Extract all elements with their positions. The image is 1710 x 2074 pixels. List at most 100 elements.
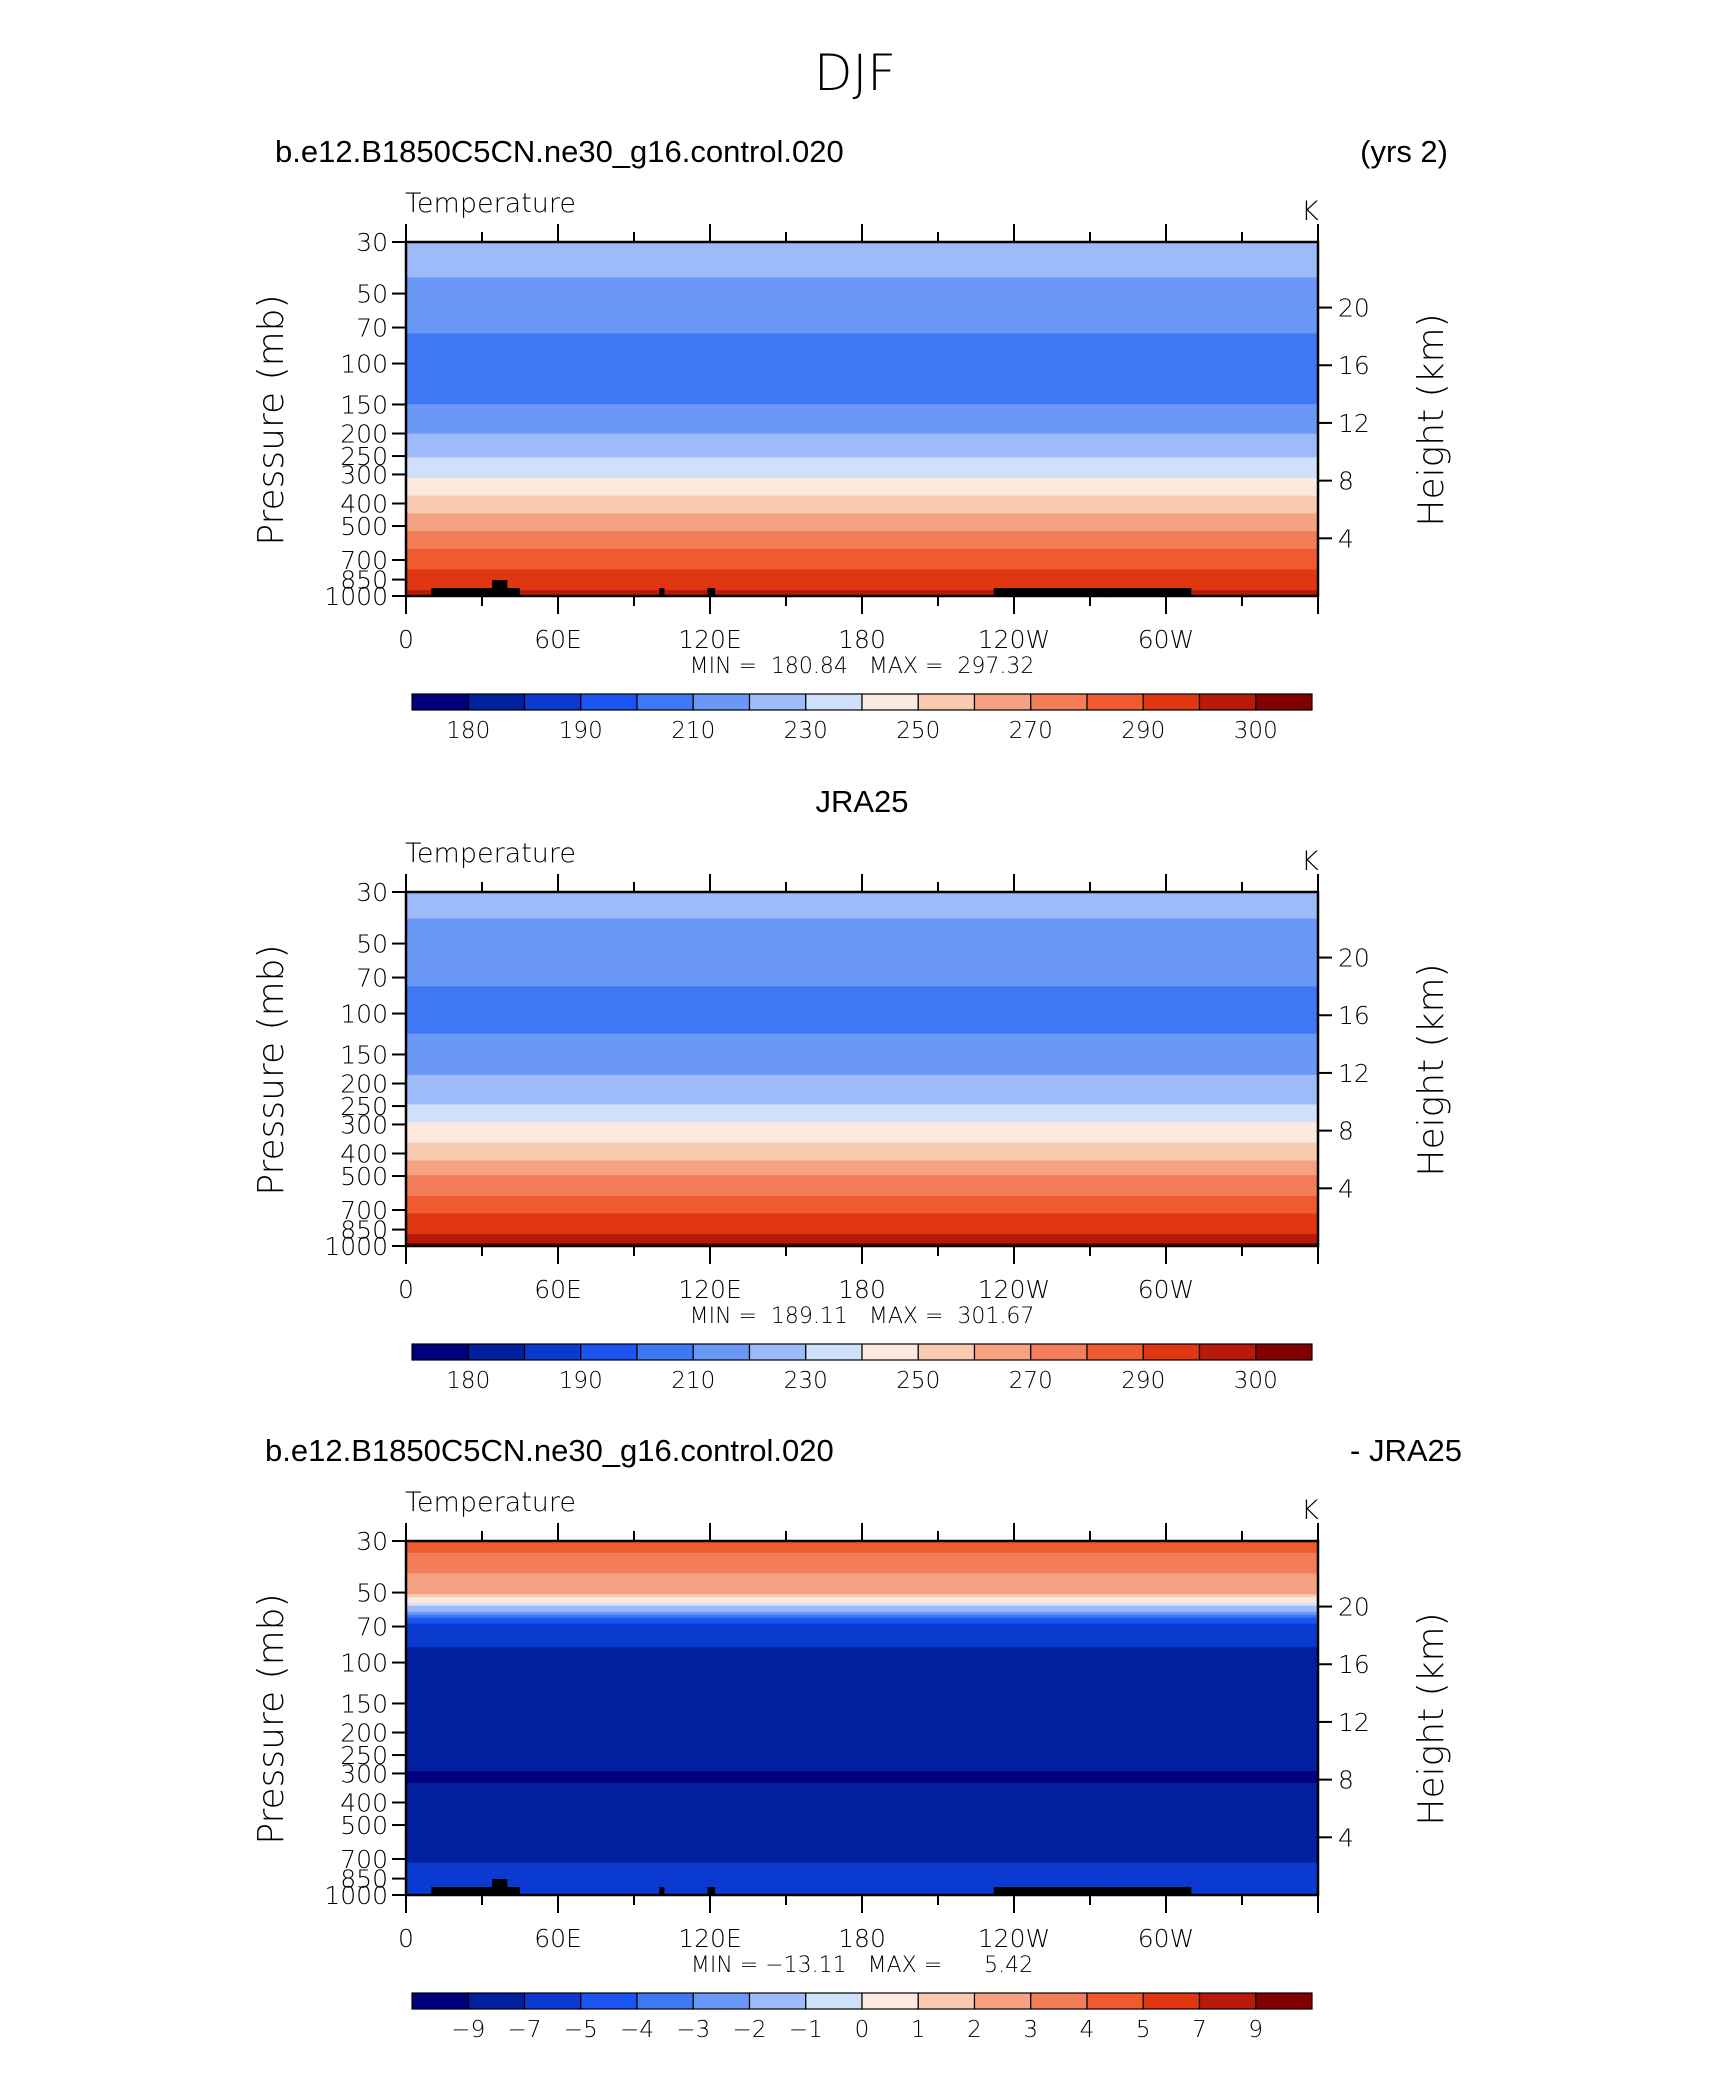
contour-band [406,1231,1318,1235]
colorbar-label: 4 [1080,2017,1095,2043]
contour-band [406,475,1318,479]
contour-band [406,1546,1318,1551]
x-tick-label: 180 [838,1924,886,1953]
contour-band [406,983,1318,987]
contour-band [406,1136,1318,1141]
contour-band [406,936,1318,940]
contour-band [406,1192,1318,1197]
contour-band [406,295,1318,299]
contour-band [406,1691,1318,1695]
colorbar-swatch [1030,1343,1088,1361]
panel-2-colorbar: 180 190 210 230 250 270 290 300 [411,1343,1313,1394]
contour-band [406,1632,1318,1636]
contour-band [406,1809,1318,1813]
contour-band [406,268,1318,273]
contour-band [406,525,1318,529]
colorbar-swatch [467,1343,526,1361]
contour-band [406,1086,1318,1091]
contour-band [406,1862,1318,1867]
contour-band [406,1818,1318,1822]
contour-band [406,386,1318,391]
x-tick-label: 0 [398,1924,414,1953]
colorbar-swatch [973,693,1032,711]
colorbar-swatch [692,693,751,711]
contour-band [406,1178,1318,1182]
contour-band [406,1623,1318,1628]
panel-2: JRA25 Temperature K Pressure (mb) Height… [251,784,1452,1394]
contour-band [406,466,1318,470]
contour-band [406,1130,1318,1135]
pressure-tick-label: 500 [340,1162,388,1191]
contour-band [406,339,1318,343]
contour-band [406,1774,1318,1778]
contour-band [406,995,1318,999]
height-tick-label: 8 [1338,467,1354,496]
topography-mask [707,588,716,596]
contour-band [406,498,1318,503]
x-tick-label: 120W [978,1924,1050,1953]
colorbar-swatch [1086,1343,1144,1361]
contour-band [406,1069,1318,1073]
pressure-tick-label: 400 [340,489,388,518]
contour-band [406,495,1318,500]
colorbar-label: 230 [784,1368,828,1394]
panel-1: b.e12.B1850C5CN.ne30_g16.control.020 (yr… [251,134,1452,744]
contour-band [406,1582,1318,1586]
contour-band [406,286,1318,290]
colorbar-label: 250 [896,1368,940,1394]
contour-band [406,271,1318,276]
contour-band [406,1573,1318,1577]
height-tick-label: 4 [1338,1823,1354,1852]
contour-band [406,1694,1318,1698]
contour-band [406,1841,1318,1846]
colorbar-swatch [1142,1343,1201,1361]
pressure-tick-label: 1000 [324,1881,388,1910]
contour-band [406,253,1318,258]
contour-band [406,581,1318,585]
contour-band [406,451,1318,455]
colorbar-swatch [636,693,694,711]
contour-band [406,1715,1318,1719]
contour-band [406,1588,1318,1592]
contour-band [406,410,1318,414]
contour-band [406,478,1318,482]
topography-mask [492,1879,508,1895]
contour-band [406,1098,1318,1103]
colorbar-label: −3 [676,2017,710,2043]
colorbar-swatch [411,1992,469,2010]
contour-band [406,1139,1318,1144]
contour-band [406,242,1318,246]
contour-band [406,1788,1318,1793]
colorbar-label: 3 [1023,2017,1038,2043]
colorbar-swatch [1255,1343,1313,1361]
figure-title: DJF [814,44,896,102]
contour-band [406,1216,1318,1221]
panel-3: b.e12.B1850C5CN.ne30_g16.control.020 - J… [251,1433,1462,2043]
pressure-tick-label: 300 [340,1759,388,1788]
colorbar-swatch [973,1992,1032,2010]
contour-band [406,401,1318,405]
panel-3-right-axis-title: Height (km) [1411,1612,1452,1825]
contour-band [406,413,1318,417]
contour-band [406,1750,1318,1754]
contour-band [406,445,1318,450]
colorbar-swatch [1255,693,1313,711]
contour-band [406,551,1318,556]
colorbar-swatch [748,1992,807,2010]
contour-band [406,1821,1318,1825]
contour-band [406,1803,1318,1808]
pressure-tick-label: 70 [356,964,388,993]
contour-band [406,1806,1318,1811]
contour-band [406,1626,1318,1631]
colorbar-label: 290 [1121,718,1165,744]
contour-band [406,1886,1318,1890]
contour-band [406,1644,1318,1648]
colorbar-label: 190 [559,718,603,744]
contour-band [406,1883,1318,1887]
contour-band [406,383,1318,388]
contour-band [406,1827,1318,1831]
contour-band [406,318,1318,323]
contour-band [406,1756,1318,1760]
contour-band [406,416,1318,420]
contour-band [406,1154,1318,1159]
